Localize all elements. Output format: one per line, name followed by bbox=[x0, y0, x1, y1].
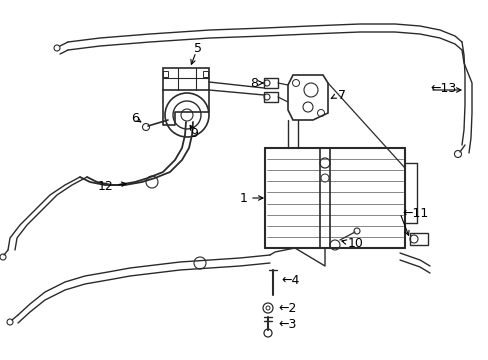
Text: ←13: ←13 bbox=[429, 81, 455, 95]
Bar bbox=[264, 78, 278, 88]
Text: ←4: ←4 bbox=[281, 274, 299, 287]
Text: 8: 8 bbox=[249, 77, 258, 90]
Text: 12: 12 bbox=[97, 180, 113, 193]
Bar bbox=[163, 68, 208, 90]
Text: 6: 6 bbox=[131, 112, 139, 125]
Text: 10: 10 bbox=[347, 237, 363, 249]
Bar bbox=[163, 71, 168, 77]
Text: 5: 5 bbox=[194, 41, 202, 54]
Text: ←3: ←3 bbox=[278, 319, 296, 332]
Text: 9: 9 bbox=[190, 126, 198, 140]
Bar bbox=[409, 233, 427, 245]
Text: ←11: ←11 bbox=[401, 207, 427, 220]
Text: 1: 1 bbox=[240, 192, 247, 204]
Text: 7: 7 bbox=[337, 89, 346, 102]
Text: ←2: ←2 bbox=[278, 302, 296, 315]
Bar bbox=[203, 71, 207, 77]
Bar bbox=[264, 92, 278, 102]
